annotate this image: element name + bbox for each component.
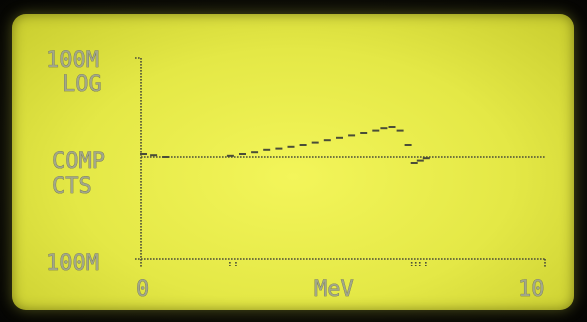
- spectrum-point: [140, 153, 147, 155]
- spectrum-point: [388, 126, 396, 128]
- spectrum-point: [150, 154, 158, 157]
- spectrum-point: [404, 144, 412, 146]
- x-unit-label: MeV: [314, 277, 354, 302]
- y-top-label: 100M: [46, 48, 99, 73]
- spectrum-point: [380, 127, 388, 130]
- scale-label: LOG: [62, 72, 102, 97]
- spectrum-point: [275, 147, 283, 150]
- spectrum-point: [239, 153, 246, 155]
- spectrum-point: [323, 139, 331, 142]
- x-min-label: 0: [136, 277, 149, 302]
- spectrum-point: [299, 144, 307, 146]
- spectrum-point: [251, 151, 259, 154]
- spectrum-point: [226, 154, 234, 157]
- spectrum-point: [396, 129, 404, 132]
- spectrum-point: [422, 157, 430, 160]
- spectrum-point: [410, 162, 418, 164]
- spectrum-point: [348, 134, 356, 137]
- y-bottom-label: 100M: [46, 251, 99, 276]
- counts-label: CTS: [52, 174, 92, 199]
- spectrum-point: [416, 159, 424, 162]
- spectrum-point: [287, 145, 295, 148]
- spectrum-point: [162, 156, 170, 158]
- plot-marks: [135, 57, 546, 267]
- lcd-screen: [12, 14, 574, 310]
- spectrum-point: [372, 129, 380, 132]
- x-max-label: 10: [518, 277, 545, 302]
- spectrum-point: [360, 132, 368, 134]
- spectrum-point: [336, 136, 343, 139]
- spectrum-point: [311, 141, 319, 144]
- spectrum-point: [263, 148, 271, 151]
- mode-label: COMP: [52, 149, 105, 174]
